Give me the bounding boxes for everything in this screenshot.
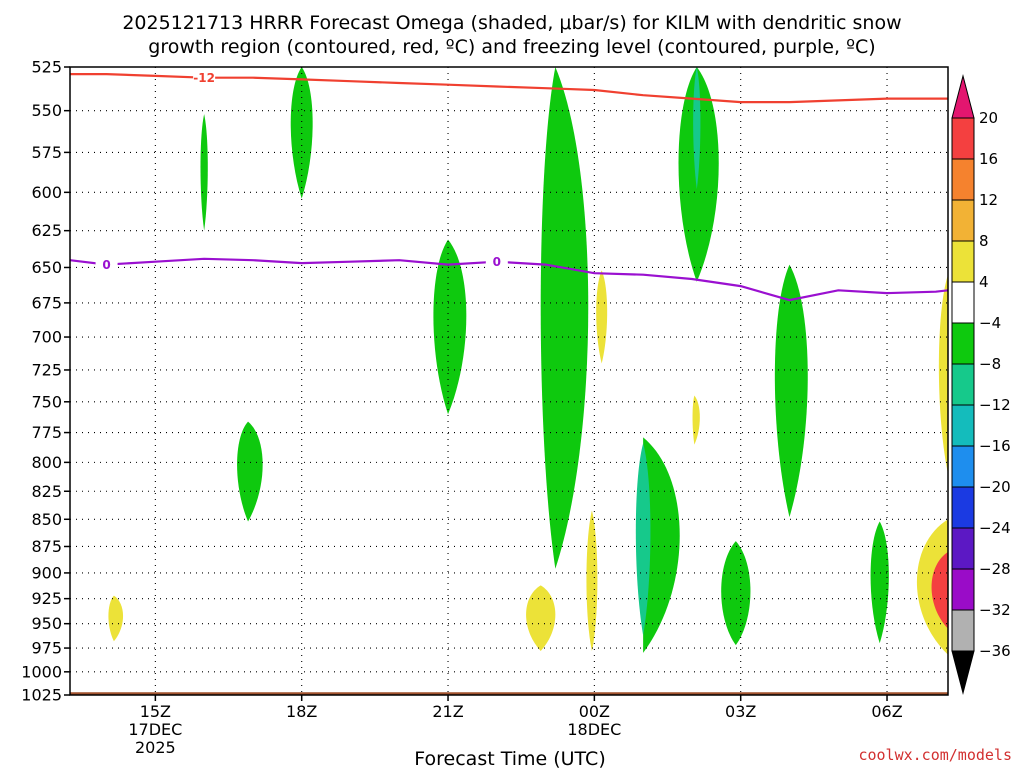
- descent-cell-6: [938, 274, 948, 475]
- y-tick-label: 675: [31, 293, 62, 312]
- x-tick-label: 00Z: [579, 702, 610, 721]
- colorbar-bin: [951, 404, 975, 447]
- x-tick-label: 21Z: [432, 702, 463, 721]
- freezing-level-contour-label: 0: [493, 255, 501, 269]
- y-tick-label: 525: [31, 58, 62, 77]
- y-tick-label: 750: [31, 392, 62, 411]
- colorbar-bin: [951, 568, 975, 611]
- terrain-strip: [70, 692, 948, 695]
- freezing-level-contour-label: 0: [102, 258, 110, 272]
- y-tick-label: 550: [31, 101, 62, 120]
- ascent-band-main: [540, 67, 589, 569]
- y-tick-label: 600: [31, 183, 62, 202]
- ascent-cell-1: [200, 114, 208, 231]
- ascent-band-upper-core: [693, 67, 701, 190]
- y-tick-label: 975: [31, 639, 62, 658]
- ascent-cell-7: [721, 541, 751, 646]
- colorbar-label: 12: [979, 191, 998, 209]
- plot-area: [70, 67, 948, 695]
- y-tick-label: 625: [31, 221, 62, 240]
- grid: [70, 67, 948, 695]
- chart-title-line-1: 2025121713 HRRR Forecast Omega (shaded, …: [122, 12, 901, 34]
- plot-frame: [69, 66, 949, 696]
- y-tick-label: 800: [31, 453, 62, 472]
- colorbar-bin: [951, 117, 975, 160]
- x-tick-date: 17DEC: [128, 720, 182, 739]
- colorbar-label: −4: [979, 314, 1001, 332]
- y-axis: 525 550 575 600 625 650 675 700 725 750 775 800 825 8…: [21, 58, 70, 705]
- y-tick-label: 825: [31, 482, 62, 501]
- colorbar-label: 20: [979, 109, 998, 127]
- freezing-level-contour-label-bg: [95, 257, 118, 272]
- y-tick-label: 575: [31, 143, 62, 162]
- ascent-cell-6: [774, 264, 808, 518]
- colorbar-bin: [951, 363, 975, 406]
- colorbar-bin: [951, 527, 975, 570]
- colorbar-bin: [951, 445, 975, 488]
- ascent-band-upper: [678, 67, 719, 282]
- x-tick-label: 15Z: [140, 702, 171, 721]
- y-tick-label: 925: [31, 589, 62, 608]
- descent-cell-1: [108, 595, 124, 642]
- x-axis-title: Forecast Time (UTC): [414, 748, 605, 768]
- y-tick-label: 900: [31, 563, 62, 582]
- x-tick-label: 03Z: [725, 702, 756, 721]
- ascent-cell-2: [290, 67, 313, 199]
- colorbar-bin: [951, 281, 975, 324]
- y-tick-label: 775: [31, 423, 62, 442]
- colorbar-label: −24: [979, 519, 1011, 537]
- y-tick-label: 950: [31, 614, 62, 633]
- snow-growth-contour-label-bg: [193, 70, 216, 85]
- colorbar-bin: [951, 199, 975, 242]
- x-tick-year: 2025: [135, 738, 176, 757]
- descent-cell-3: [596, 270, 608, 364]
- x-tick-label: 18Z: [286, 702, 317, 721]
- y-tick-label: 1025: [21, 686, 62, 705]
- y-tick-label: 650: [31, 258, 62, 277]
- contours: -12 0 0: [70, 70, 948, 302]
- colorbar-label: −16: [979, 437, 1011, 455]
- ascent-cell-8: [870, 521, 889, 644]
- colorbar-label: −20: [979, 478, 1011, 496]
- y-tick-label: 1000: [21, 662, 62, 681]
- colorbar-under-triangle: [951, 650, 975, 695]
- y-tick-label: 700: [31, 328, 62, 347]
- colorbar-bin: [951, 322, 975, 365]
- colorbar-label: 16: [979, 150, 998, 168]
- chart-title-line-2: growth region (contoured, red, ºC) and f…: [148, 36, 875, 58]
- colorbar-label: −32: [979, 601, 1011, 619]
- colorbar-bin: [951, 609, 975, 652]
- x-tick-label: 06Z: [871, 702, 902, 721]
- ascent-cell-3: [237, 421, 263, 522]
- colorbar-label: −8: [979, 355, 1001, 373]
- ascent-cell-4: [433, 239, 467, 415]
- colorbar-label: 8: [979, 232, 989, 250]
- colorbar-label: −12: [979, 396, 1011, 414]
- x-tick-date: 18DEC: [567, 720, 621, 739]
- colorbar-bin: [951, 158, 975, 201]
- freezing-level-contour: [70, 257, 948, 302]
- descent-cell-7-core: [931, 551, 948, 629]
- colorbar-bin: [951, 240, 975, 283]
- credit-link[interactable]: coolwx.com/models: [858, 746, 1012, 764]
- snow-growth-contour-label: -12: [193, 71, 215, 85]
- y-tick-label: 850: [31, 510, 62, 529]
- colorbar-bin: [951, 486, 975, 529]
- colorbar-label: −28: [979, 560, 1011, 578]
- colorbar-label: −36: [979, 642, 1011, 660]
- descent-cell-4: [586, 510, 598, 651]
- y-tick-label: 725: [31, 360, 62, 379]
- descent-cell-2: [526, 585, 556, 651]
- freezing-level-contour-label-bg: [485, 254, 508, 269]
- colorbar: 20 16 12 8 4 −4 −8 −12 −16 −20 −24 −28 −32 −36: [951, 74, 1011, 695]
- y-tick-label: 875: [31, 537, 62, 556]
- colorbar-label: 4: [979, 273, 989, 291]
- descent-cell-5: [692, 395, 700, 445]
- colorbar-over-triangle: [951, 74, 975, 119]
